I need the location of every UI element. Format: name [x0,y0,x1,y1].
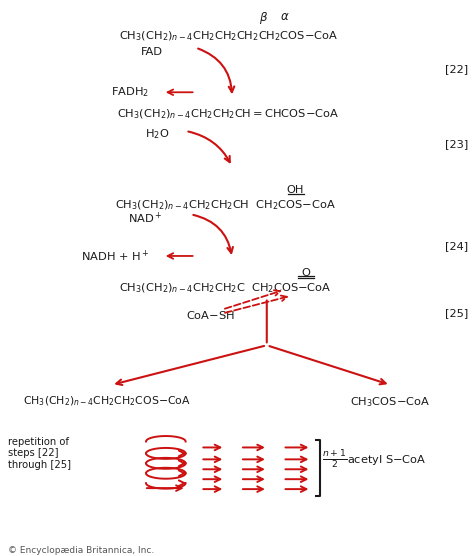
Text: H$_2$O: H$_2$O [145,127,169,141]
Text: FADH$_2$: FADH$_2$ [111,86,149,99]
Text: CH$_3$(CH$_2$)$_{n-4}$CH$_2$CH$_2$COS$-$CoA: CH$_3$(CH$_2$)$_{n-4}$CH$_2$CH$_2$COS$-$… [23,395,190,409]
Text: CoA$-$SH: CoA$-$SH [186,310,235,321]
Text: FAD: FAD [141,47,163,57]
Text: [24]: [24] [445,241,468,251]
Text: CH$_3$(CH$_2$)$_{n-4}$CH$_2$CH$_2$C  CH$_2$COS$-$CoA: CH$_3$(CH$_2$)$_{n-4}$CH$_2$CH$_2$C CH$_… [119,282,331,295]
Text: [23]: [23] [445,139,468,149]
Text: [22]: [22] [445,64,468,75]
Text: O: O [301,268,310,278]
Text: CH$_3$(CH$_2$)$_{n-4}$CH$_2$CH$_2$CH$_2$CH$_2$COS$-$CoA: CH$_3$(CH$_2$)$_{n-4}$CH$_2$CH$_2$CH$_2$… [118,30,338,43]
Text: [25]: [25] [445,309,468,319]
Text: NAD$^+$: NAD$^+$ [128,211,163,226]
Text: CH$_3$(CH$_2$)$_{n-4}$CH$_2$CH$_2$CH$=$CHCOS$-$CoA: CH$_3$(CH$_2$)$_{n-4}$CH$_2$CH$_2$CH$=$C… [117,107,339,121]
Text: CH$_3$COS$-$CoA: CH$_3$COS$-$CoA [350,395,430,409]
Text: $\frac{n+1}{2}$: $\frac{n+1}{2}$ [322,449,347,471]
Text: © Encyclopædia Britannica, Inc.: © Encyclopædia Britannica, Inc. [9,545,155,555]
Text: $\beta$: $\beta$ [259,10,268,26]
Text: NADH + H$^+$: NADH + H$^+$ [81,249,149,264]
Text: acetyl S$-$CoA: acetyl S$-$CoA [347,453,427,467]
Text: repetition of
steps [22]
through [25]: repetition of steps [22] through [25] [9,436,72,470]
Text: CH$_3$(CH$_2$)$_{n-4}$CH$_2$CH$_2$CH  CH$_2$COS$-$CoA: CH$_3$(CH$_2$)$_{n-4}$CH$_2$CH$_2$CH CH$… [115,198,336,212]
Text: $\alpha$: $\alpha$ [280,10,290,23]
Text: OH: OH [287,185,304,195]
